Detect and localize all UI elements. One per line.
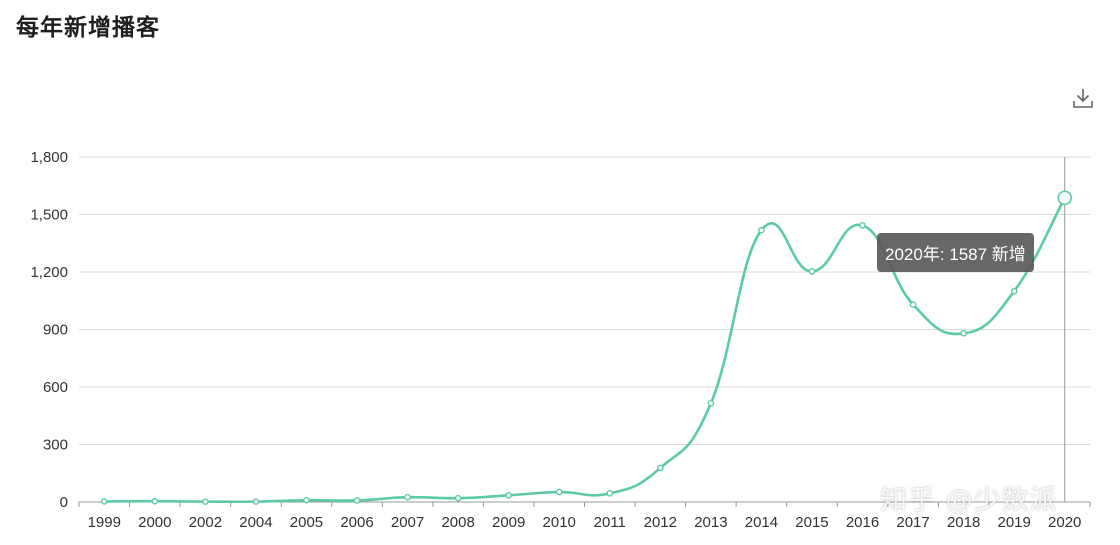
- download-icon[interactable]: [1071, 86, 1095, 110]
- data-point: [404, 493, 411, 501]
- x-tick-label: 2007: [391, 514, 424, 531]
- x-tick-label: 2008: [441, 514, 474, 531]
- x-tick-label: 2002: [189, 514, 222, 531]
- x-tick-label: 2009: [492, 514, 525, 531]
- x-axis-labels: 1999 2000 2002 2004 2005 2006 2007 2008 2009 2010…: [88, 514, 1082, 531]
- data-point: [657, 464, 664, 472]
- data-point: [100, 498, 108, 505]
- watermark: 知乎 @少数派: [880, 485, 1058, 516]
- x-tick-label: 2004: [239, 514, 272, 531]
- data-point: [151, 497, 159, 505]
- data-point: [505, 491, 512, 499]
- x-tick-label: 2018: [947, 514, 980, 531]
- data-point: [707, 399, 715, 407]
- data-point: [353, 497, 361, 504]
- data-point: [303, 496, 310, 504]
- data-points: [100, 190, 1073, 505]
- data-point: [859, 222, 866, 229]
- chart-title: 每年新增播客: [16, 15, 160, 41]
- data-point: [202, 498, 209, 505]
- y-tick-label: 1,800: [30, 149, 68, 166]
- data-point-highlighted: [1057, 190, 1073, 206]
- x-tick-label: 2006: [340, 514, 373, 531]
- x-tick-label: 2012: [644, 514, 677, 531]
- y-tick-label: 900: [43, 322, 68, 339]
- x-tick-label: 1999: [88, 514, 121, 531]
- x-tick-label: 2016: [846, 514, 879, 531]
- y-tick-label: 1,200: [30, 264, 68, 281]
- x-tick-label: 2000: [138, 514, 171, 531]
- data-point: [606, 490, 614, 497]
- x-tick-label: 2017: [896, 514, 929, 531]
- x-tick-label: 2019: [997, 514, 1030, 531]
- y-tick-label: 600: [43, 379, 68, 396]
- y-tick-label: 1,500: [30, 207, 68, 224]
- y-tick-label: 300: [43, 437, 68, 454]
- grid-lines: [79, 156, 1090, 445]
- x-tick-label: 2015: [795, 514, 828, 531]
- data-point: [909, 301, 917, 308]
- x-tick-label: 2010: [543, 514, 576, 531]
- data-point: [758, 226, 765, 234]
- y-axis-labels: 0 300 600 900 1,200 1,500 1,800: [30, 149, 68, 511]
- x-tick-label: 2014: [745, 514, 778, 531]
- x-tick-label: 2013: [694, 514, 727, 531]
- x-tick-label: 2020: [1048, 514, 1081, 531]
- data-point: [252, 498, 260, 505]
- y-tick-label: 0: [60, 494, 68, 511]
- x-tick-label: 2005: [290, 514, 323, 531]
- tooltip: 2020年: 1587 新增: [877, 232, 1034, 272]
- x-tick-label: 2011: [594, 514, 626, 531]
- data-point: [808, 268, 816, 275]
- data-point: [1010, 287, 1018, 295]
- data-point: [555, 488, 563, 496]
- data-point: [960, 330, 967, 337]
- data-point: [454, 494, 462, 502]
